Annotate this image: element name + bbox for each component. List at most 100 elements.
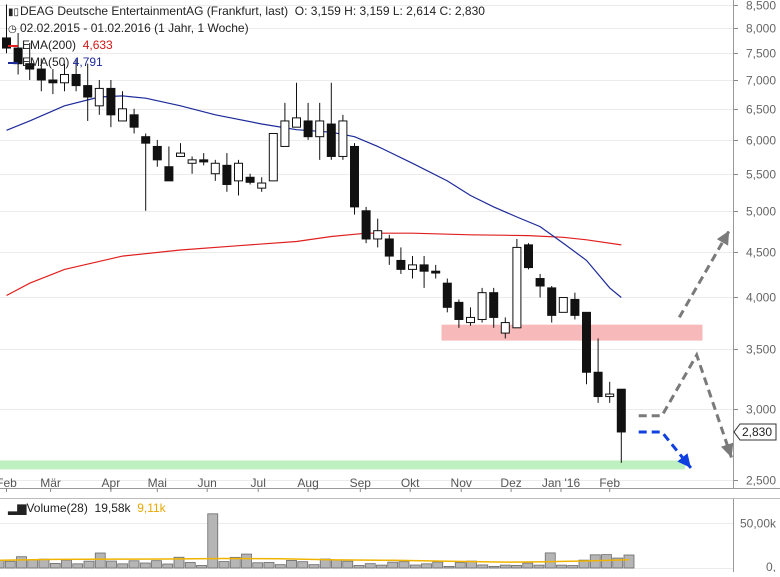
candle-up xyxy=(512,246,522,329)
volume-bar xyxy=(229,556,241,569)
candle-down xyxy=(535,278,545,287)
y-tick-label: 7,000 xyxy=(746,74,776,88)
candle-down xyxy=(431,270,441,274)
y-tick-label: 8,000 xyxy=(746,22,776,36)
volume-bar xyxy=(533,564,545,569)
candle-down xyxy=(141,136,151,144)
candle-up xyxy=(268,132,278,182)
x-tick-label: Mai xyxy=(148,476,167,490)
volume-bar xyxy=(477,564,489,569)
x-tick-label: Okt xyxy=(401,476,420,490)
ema200-line xyxy=(6,232,622,297)
x-tick-label: Dez xyxy=(500,476,521,490)
x-tick-label: Feb xyxy=(599,476,620,490)
volume-bar xyxy=(218,561,230,569)
legend-ema50[interactable]: EMA(50) 4,791 xyxy=(8,55,103,69)
y-tick-label: 4,500 xyxy=(746,246,776,260)
candle-down xyxy=(442,282,452,308)
candle-down xyxy=(384,238,394,257)
bull-extended-scenario-path xyxy=(677,229,731,319)
x-tick-label: Jul xyxy=(251,476,266,490)
volume-bar xyxy=(196,565,207,569)
candle-up xyxy=(500,322,510,334)
candle-up xyxy=(60,73,69,84)
volume-bar xyxy=(184,562,196,569)
candle-down xyxy=(454,301,464,320)
ema50-label: EMA(50) xyxy=(22,55,70,69)
candle-up xyxy=(257,182,267,189)
candle-up xyxy=(118,108,127,122)
volume-bar xyxy=(623,554,635,569)
candle-up xyxy=(210,162,220,175)
y-tick-label: 5,500 xyxy=(746,168,776,182)
candle-down xyxy=(419,264,429,272)
volume-bar xyxy=(241,553,252,569)
ema200-value: 4,633 xyxy=(82,38,113,52)
volume-header: ▂▆Volume(28) 19,58k 9,11k xyxy=(8,501,166,515)
volume-bar xyxy=(567,565,579,569)
candle-down xyxy=(129,114,139,128)
y-tick-label: 6,500 xyxy=(746,103,776,117)
volume-bar xyxy=(421,563,432,569)
resistance-zone xyxy=(441,324,703,341)
candle-down xyxy=(13,47,23,65)
volume-bar xyxy=(353,565,365,569)
y-tick-label: 8,500 xyxy=(746,0,776,13)
candle-down xyxy=(593,371,603,398)
candle-down xyxy=(524,244,533,269)
candle-down xyxy=(152,145,162,161)
candle-down xyxy=(245,176,255,183)
volume-bar xyxy=(27,559,39,569)
y-tick-label: 6,000 xyxy=(746,134,776,148)
volume-average-line xyxy=(0,557,630,563)
x-tick-label: Apr xyxy=(102,476,121,490)
chart-title: DEAG Deutsche EntertainmentAG (Frankfurt… xyxy=(20,4,289,18)
candle-up xyxy=(234,162,243,182)
volume-bar xyxy=(207,513,219,569)
candle-up xyxy=(408,264,417,270)
y-tick-label: 3,500 xyxy=(746,343,776,357)
last-price-label: 2,830 xyxy=(742,425,772,439)
candle-up xyxy=(187,159,197,164)
volume-bar xyxy=(252,562,264,569)
candle-icon: ▮▯ xyxy=(8,7,20,18)
y-tick-label: 4,000 xyxy=(746,291,776,305)
volume-bar xyxy=(364,563,376,569)
x-tick-label: Aug xyxy=(297,476,318,490)
time-axis: Feb Mär Apr Mai Jun Jul Aug Sep Okt Nov Dez Jan '16… xyxy=(0,476,780,492)
candle-down xyxy=(326,123,336,157)
last-price-tag xyxy=(733,423,777,441)
clock-icon: ◷ xyxy=(8,24,17,35)
volume-bar xyxy=(511,564,522,569)
candle-down xyxy=(361,210,371,240)
period-row: ◷ 02.02.2015 - 01.02.2016 (1 Jahr, 1 Woch… xyxy=(8,21,249,35)
volume-bar xyxy=(398,561,410,569)
volume-avg: 9,11k xyxy=(137,501,166,515)
volume-bar xyxy=(106,560,117,569)
volume-tick-label: 50,00k xyxy=(740,517,777,531)
bear-scenario-path xyxy=(638,430,693,469)
volume-bar xyxy=(173,556,185,569)
volume-bar xyxy=(308,564,320,569)
bull-scenario-path xyxy=(638,351,733,458)
candle-down xyxy=(547,287,557,316)
y-tick-label: 7,500 xyxy=(746,47,776,61)
candle-down xyxy=(616,388,626,433)
volume-bar xyxy=(556,564,567,569)
volume-bar xyxy=(0,560,5,569)
x-tick-label: Feb xyxy=(0,476,17,490)
candle-down xyxy=(489,292,499,318)
ema50-value: 4,791 xyxy=(72,55,103,69)
volume-bar xyxy=(499,564,511,569)
candle-down xyxy=(582,311,591,373)
volume-bar xyxy=(443,565,455,569)
volume-bar xyxy=(139,562,151,569)
candle-down xyxy=(25,63,35,70)
candle-up xyxy=(466,316,475,324)
candle-up xyxy=(315,120,325,138)
volume-bar xyxy=(61,559,72,569)
ema200-swatch xyxy=(8,44,18,47)
legend-ema200[interactable]: EMA(200) 4,633 xyxy=(8,38,113,52)
volume-bar xyxy=(387,561,399,569)
